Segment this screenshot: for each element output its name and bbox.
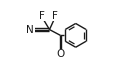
Text: F: F: [39, 11, 45, 21]
Text: F: F: [52, 11, 57, 21]
Text: O: O: [56, 49, 64, 59]
Text: N: N: [26, 25, 34, 35]
